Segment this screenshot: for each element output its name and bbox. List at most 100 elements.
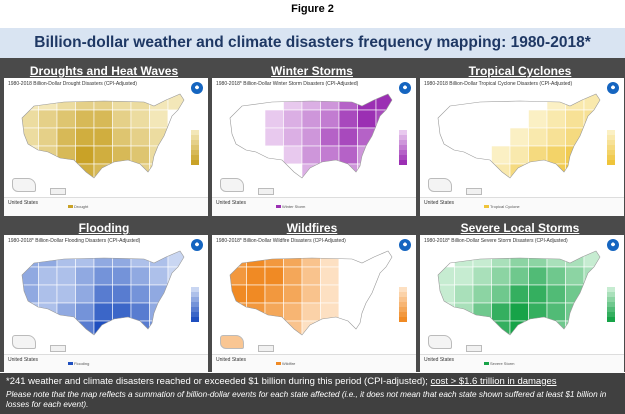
state-region (565, 127, 585, 147)
us-outline (21, 250, 185, 336)
panel-subtitle: 1980-2018* Billion-Dollar Flooding Disas… (8, 238, 141, 244)
state-region (491, 145, 511, 165)
legend-item[interactable]: Winter Storm (276, 204, 305, 209)
state-region (509, 163, 529, 178)
state-region (56, 145, 76, 165)
state-region (264, 127, 284, 147)
state-region (454, 320, 474, 335)
state-region (375, 163, 392, 178)
legend-item[interactable]: Wildfire (276, 361, 295, 366)
legend-swatch (607, 140, 615, 145)
state-region (472, 163, 492, 178)
legend-swatch (191, 135, 199, 140)
alaska-inset (12, 335, 36, 349)
state-region (357, 163, 377, 178)
state-region (93, 302, 113, 322)
state-region (230, 284, 247, 304)
state-region (264, 251, 284, 268)
state-region (565, 251, 585, 268)
footnote-area: *241 weather and climate disasters reach… (0, 373, 625, 414)
state-region (320, 284, 340, 304)
state-region (75, 145, 95, 165)
state-region (93, 145, 113, 165)
state-region (149, 163, 169, 178)
legend-swatch (607, 297, 615, 302)
us-outline (229, 93, 393, 179)
state-region (167, 302, 184, 322)
state-region (509, 320, 529, 335)
state-region (149, 320, 169, 335)
map-panel: 1980-2018 Billion-Dollar Tropical Cyclon… (420, 78, 624, 216)
state-region (75, 94, 95, 111)
legend-swatch (191, 307, 199, 312)
state-region (130, 145, 150, 165)
legend-swatch (399, 155, 407, 160)
state-region (509, 109, 529, 129)
state-region (583, 302, 600, 322)
state-region (167, 163, 184, 178)
state-region (93, 266, 113, 286)
legend-swatch (191, 292, 199, 297)
state-region (454, 127, 474, 147)
state-region (472, 109, 492, 129)
state-region (264, 94, 284, 111)
state-region (454, 251, 474, 268)
state-region (56, 320, 76, 335)
state-region (264, 320, 284, 335)
panel-footer: United States Severe Storm (420, 354, 624, 373)
us-state-map (229, 250, 393, 336)
state-region (565, 163, 585, 178)
state-region (472, 94, 492, 111)
legend-item[interactable]: Severe Storm (484, 361, 514, 366)
us-state-map (437, 93, 601, 179)
panel-footer: United States Drought (4, 197, 208, 216)
legend-swatch (399, 287, 407, 292)
state-region (320, 266, 340, 286)
state-region (546, 266, 566, 286)
state-region (149, 251, 169, 268)
state-region (528, 163, 548, 178)
legend-swatch (607, 317, 615, 322)
legend-item[interactable]: Flooding (68, 361, 89, 366)
legend-swatch (399, 292, 407, 297)
legend-swatch (191, 150, 199, 155)
state-region (38, 266, 58, 286)
legend-item[interactable]: Drought (68, 204, 88, 209)
legend-swatch (399, 135, 407, 140)
legend-item[interactable]: Tropical Cyclone (484, 204, 520, 209)
panel-footer: United States Tropical Cyclone (420, 197, 624, 216)
state-region (509, 127, 529, 147)
state-region (509, 266, 529, 286)
state-region (283, 266, 303, 286)
state-region (375, 320, 392, 335)
state-region (454, 109, 474, 129)
state-region (491, 320, 511, 335)
state-region (338, 302, 358, 322)
panel-title: Droughts and Heat Waves (29, 64, 179, 78)
state-region (338, 163, 358, 178)
state-region (338, 94, 358, 111)
legend-swatch (191, 297, 199, 302)
state-region (565, 145, 585, 165)
panel-footer: United States Wildfire (212, 354, 416, 373)
state-region (338, 145, 358, 165)
state-region (246, 266, 266, 286)
state-region (528, 284, 548, 304)
legend-swatch (191, 155, 199, 160)
state-region (112, 163, 132, 178)
panel-title: Winter Storms (271, 64, 353, 78)
hawaii-inset (50, 345, 66, 352)
legend-swatch (191, 287, 199, 292)
state-region (472, 320, 492, 335)
state-region (283, 127, 303, 147)
state-region (246, 127, 266, 147)
state-region (112, 320, 132, 335)
state-region (438, 127, 455, 147)
state-region (491, 284, 511, 304)
state-region (301, 127, 321, 147)
legend-swatch (399, 150, 407, 155)
us-outline (437, 250, 601, 336)
legend-swatch (607, 135, 615, 140)
state-region (75, 127, 95, 147)
state-region (22, 94, 39, 111)
